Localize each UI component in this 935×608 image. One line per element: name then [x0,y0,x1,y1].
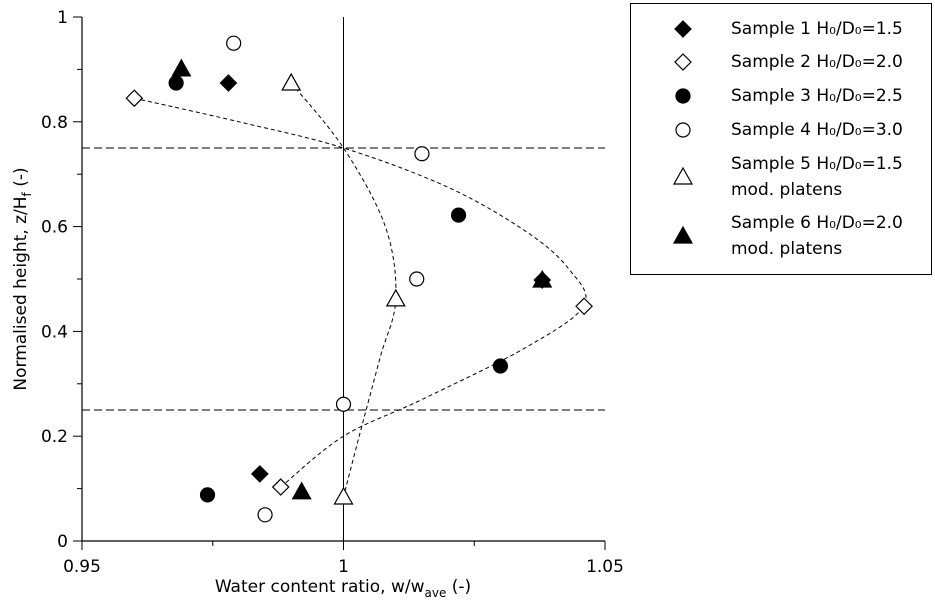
legend-marker [675,88,691,104]
point [168,75,184,91]
legend-item: Sample 4 H₀/D₀=3.0 [631,117,931,143]
legend-marker [675,122,691,138]
point [125,89,144,108]
point [492,358,508,374]
point [575,297,593,316]
point [281,72,302,91]
point [250,465,269,483]
legend-item: Sample 2 H₀/D₀=2.0 [631,49,931,75]
legend-marker [674,19,692,38]
point [414,146,430,162]
legend-label: Sample 4 H₀/D₀=3.0 [731,119,903,140]
legend-marker-box [674,19,692,38]
x-tick-label: 1.05 [586,557,624,577]
fit-curve [290,82,397,498]
point [450,207,467,223]
y-tick-label: 0.6 [41,218,68,238]
legend-marker-box [672,225,694,244]
point [291,481,312,500]
fit-curve [134,97,587,488]
legend-label: Sample 5 H₀/D₀=1.5 mod. platens [731,153,903,200]
legend-label: Sample 3 H₀/D₀=2.5 [731,86,903,107]
legend-marker-box [675,122,691,138]
legend-item: Sample 3 H₀/D₀=2.5 [631,83,931,109]
y-label-text: Normalised height, z/H [11,196,31,390]
legend-label: Sample 2 H₀/D₀=2.0 [731,52,903,73]
point [532,269,553,288]
x-label-text: Water content ratio, w/w [215,577,425,597]
legend-item: Sample 6 H₀/D₀=2.0 mod. platens [631,210,931,262]
x-tick-label: 1 [338,557,349,577]
legend-marker-box [675,88,691,104]
legend-marker [672,225,694,244]
x-label-sub: ave [425,586,447,600]
legend-item: Sample 5 H₀/D₀=1.5 mod. platens [631,151,931,203]
y-tick-label: 0.8 [41,113,68,133]
point [171,58,192,77]
point [333,486,354,505]
legend-marker [674,53,692,72]
y-tick-label: 0.2 [41,427,68,447]
legend: Sample 1 H₀/D₀=1.5 Sample 2 H₀/D₀=2.0 Samp… [630,3,932,275]
y-axis-label: Normalised height, z/Hf (-) [11,167,34,390]
point [335,396,352,412]
y-label-after: (-) [11,167,31,192]
point [219,74,238,92]
point [271,478,290,496]
x-tick-label: 0.95 [63,557,101,577]
legend-marker-box [674,53,692,72]
point [199,487,216,503]
point [257,507,273,523]
y-tick-label: 0 [57,532,68,552]
x-axis-label: Water content ratio, w/wave (-) [215,577,471,600]
legend-label: Sample 6 H₀/D₀=2.0 mod. platens [731,213,903,260]
legend-item: Sample 1 H₀/D₀=1.5 [631,16,931,42]
y-tick-label: 1 [57,8,68,28]
legend-marker [672,166,694,185]
chart: Water content ratio, w/wave (-) Normalis… [11,8,624,600]
point [409,271,425,287]
legend-label: Sample 1 H₀/D₀=1.5 [731,18,903,39]
point [385,288,406,307]
y-label-sub: f [20,191,34,196]
point [226,35,242,51]
x-label-after: (-) [446,577,471,597]
legend-marker-box [672,166,694,185]
y-tick-label: 0.4 [41,322,68,342]
